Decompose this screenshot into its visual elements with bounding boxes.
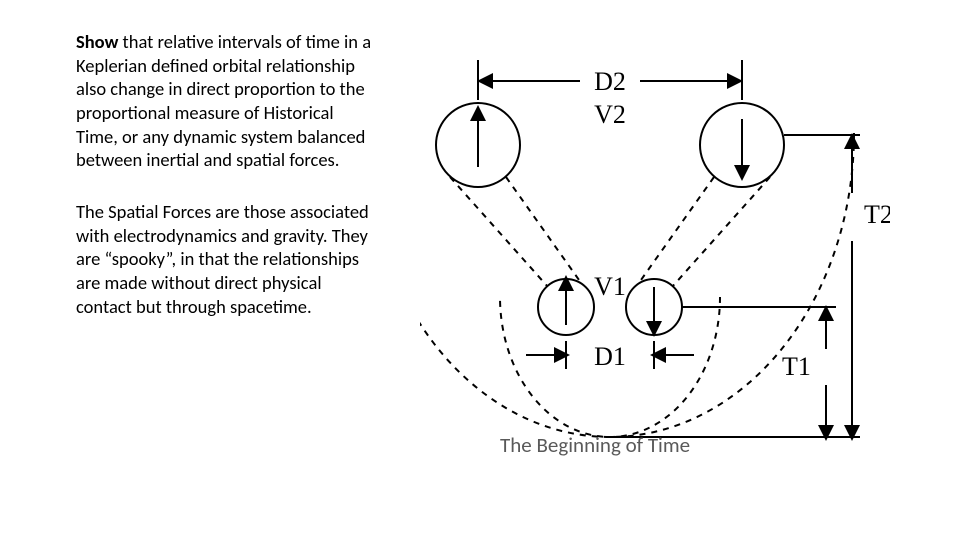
label-d2: D2: [594, 67, 626, 96]
diagram-caption: The Beginning of Time: [500, 432, 690, 458]
lead-bold: Show: [76, 30, 118, 53]
para1-rest: that relative intervals of time in a Kep…: [76, 30, 371, 171]
label-t1: T1: [782, 352, 811, 381]
label-d1: D1: [594, 342, 626, 371]
paragraph-2: The Spatial Forces are those associated …: [76, 200, 376, 318]
paragraph-1: Show that relative intervals of time in …: [76, 30, 376, 172]
label-t2: T2: [864, 200, 890, 229]
text-column: Show that relative intervals of time in …: [76, 30, 376, 346]
label-v2: V2: [594, 100, 626, 129]
label-v1: V1: [594, 272, 626, 301]
diagram: D2 V2: [420, 45, 890, 485]
